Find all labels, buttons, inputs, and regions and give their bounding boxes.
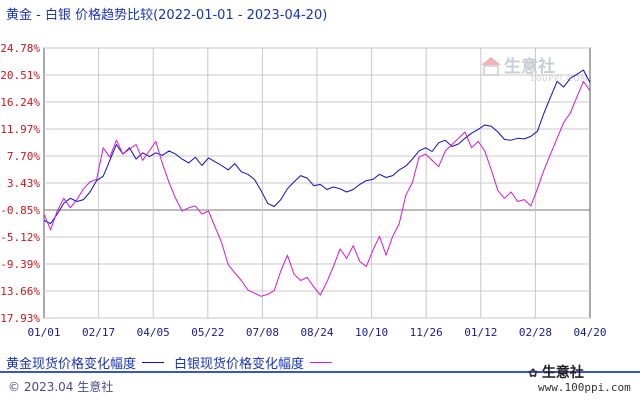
brand-url: www.100ppi.com [538,381,631,394]
x-tick-label: 01/01 [27,326,60,339]
x-tick-label: 08/24 [300,326,333,339]
legend-silver-swatch [310,362,333,363]
y-tick-label: -0.85% [0,204,40,217]
y-tick-label: 16.24% [0,96,40,109]
x-tick-label: 01/12 [464,326,497,339]
footer-divider [0,371,640,373]
x-tick-label: 04/20 [573,326,606,339]
x-tick-label: 02/17 [82,326,115,339]
chart-title: 黄金 - 白银 价格趋势比较(2022-01-01 - 2023-04-20) [6,8,328,23]
x-tick-label: 10/10 [355,326,388,339]
x-tick-label: 02/28 [519,326,552,339]
y-tick-label: -17.93% [0,312,40,325]
x-tick-label: 11/26 [410,326,443,339]
legend-gold-label: 黄金现货价格变化幅度 [6,357,137,372]
y-tick-label: -5.12% [0,231,40,244]
y-tick-label: 7.70% [7,150,40,163]
y-axis-ticks: 24.78% 20.51% 16.24% 11.97% 7.70% 3.43% -0.85%… [0,42,40,325]
y-tick-label: -9.39% [0,258,40,271]
watermark-url: 100PPI.COM [530,74,589,83]
chart-lines [43,69,591,297]
x-axis-ticks: 01/01 02/17 04/05 05/22 07/08 08/24 10/10 11/26… [27,326,606,339]
legend-gold-swatch [142,362,165,363]
chart-grid [43,47,591,319]
chart-legend: 黄金现货价格变化幅度 白银现货价格变化幅度 [6,353,342,372]
y-tick-label: 3.43% [7,177,40,190]
y-tick-label: 11.97% [0,123,40,136]
brand-name: 生意社 [541,365,584,381]
x-tick-label: 05/22 [191,326,224,339]
x-tick-label: 04/05 [137,326,170,339]
y-tick-label: 20.51% [0,69,40,82]
y-tick-label: -13.66% [0,285,40,298]
wechat-icon: ✿ [528,366,539,380]
watermark-brand: 生意社 [504,57,555,77]
series-line-gold [43,69,591,225]
x-tick-label: 07/08 [246,326,279,339]
brand-logo: ✿ 生意社 [528,362,584,382]
y-tick-label: 24.78% [0,42,40,55]
series-line-silver [43,80,591,297]
watermark: 生意社 100PPI.COM [504,52,589,83]
footer-copyright: © 2023.04 生意社 [8,380,114,394]
legend-silver-label: 白银现货价格变化幅度 [174,357,305,372]
